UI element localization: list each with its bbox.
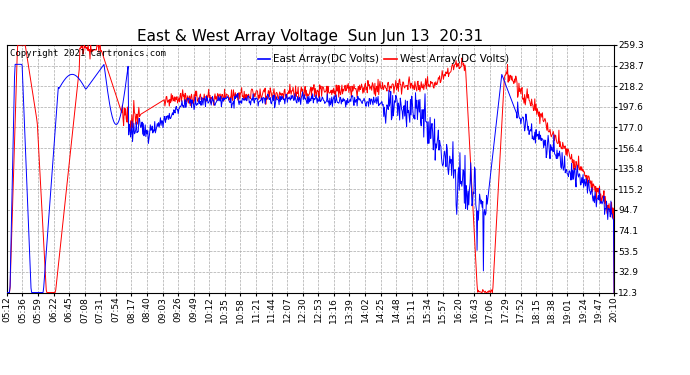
Title: East & West Array Voltage  Sun Jun 13  20:31: East & West Array Voltage Sun Jun 13 20:… xyxy=(137,29,484,44)
Legend: East Array(DC Volts), West Array(DC Volts): East Array(DC Volts), West Array(DC Volt… xyxy=(253,50,513,69)
Text: Copyright 2021 Cartronics.com: Copyright 2021 Cartronics.com xyxy=(10,49,166,58)
